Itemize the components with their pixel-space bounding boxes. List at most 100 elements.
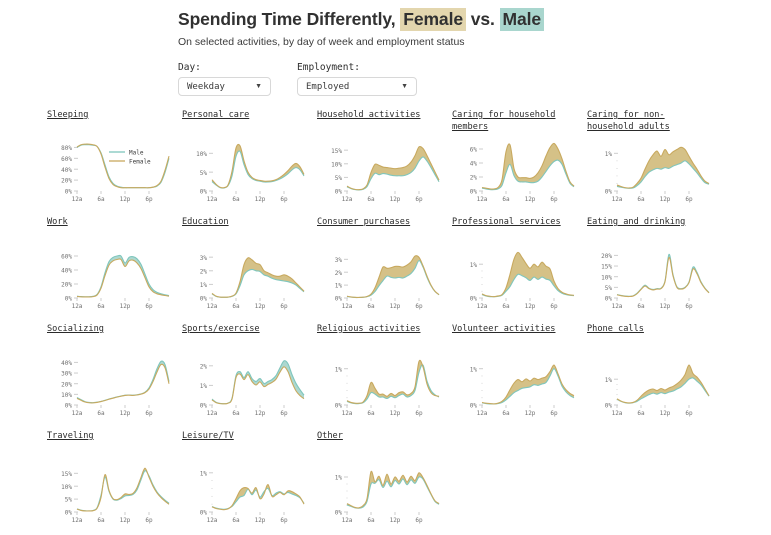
svg-text:12a: 12a	[207, 410, 218, 417]
svg-text:6p: 6p	[550, 410, 558, 417]
svg-text:6a: 6a	[502, 196, 510, 203]
svg-text:20%: 20%	[61, 381, 72, 388]
svg-text:12a: 12a	[207, 303, 218, 310]
svg-text:5%: 5%	[605, 285, 613, 292]
svg-text:6a: 6a	[502, 410, 510, 417]
svg-text:6a: 6a	[502, 303, 510, 310]
svg-text:12p: 12p	[660, 196, 671, 203]
svg-text:12p: 12p	[255, 303, 266, 310]
svg-text:80%: 80%	[61, 145, 72, 152]
chart-panel: Consumer purchases 0% 1% 2% 3% 12a 6a 12p 6p	[317, 217, 452, 324]
svg-text:12p: 12p	[390, 410, 401, 417]
svg-text:6p: 6p	[685, 410, 693, 417]
chart-panel-title: Sleeping	[47, 110, 89, 120]
svg-text:6p: 6p	[550, 303, 558, 310]
svg-text:6p: 6p	[415, 517, 423, 524]
svg-text:2%: 2%	[335, 270, 343, 277]
chart-panel-title: Consumer purchases	[317, 217, 411, 227]
svg-text:20%: 20%	[61, 282, 72, 289]
svg-text:12a: 12a	[612, 196, 623, 203]
svg-text:6p: 6p	[685, 303, 693, 310]
chart-panel: Caring for non-household adults 0% 1% 12a 6a…	[587, 110, 722, 217]
chart-plot-area: 0% 10% 20% 30% 40% 12a 6a 12p 6p	[47, 352, 175, 418]
svg-text:2%: 2%	[470, 175, 478, 182]
chart-panel: Caring for household members 0% 2% 4% 6% 12a 6…	[452, 110, 587, 217]
svg-text:30%: 30%	[61, 371, 72, 378]
chart-plot-area: 0% 5% 10% 12a 6a 12p 6p	[182, 138, 310, 204]
svg-text:Female: Female	[129, 158, 151, 165]
chart-panel-title: Socializing	[47, 324, 104, 334]
svg-text:12a: 12a	[72, 196, 83, 203]
small-multiples-grid: Sleeping 0% 20% 40% 60% 80% 12a 6a 12p 6p Male Fema…	[0, 110, 771, 535]
svg-text:6a: 6a	[232, 410, 240, 417]
day-select-value: Weekday	[187, 81, 225, 92]
svg-text:0%: 0%	[605, 189, 613, 196]
svg-text:10%: 10%	[61, 392, 72, 399]
svg-text:6%: 6%	[470, 147, 478, 154]
chart-panel-title: Education	[182, 217, 229, 227]
chart-plot-area: 0% 1% 12a 6a 12p 6p	[317, 352, 445, 418]
page-title-female-highlight: Female	[400, 8, 466, 31]
page-subtitle: On selected activities, by day of week a…	[178, 36, 465, 48]
chart-panel: Socializing 0% 10% 20% 30% 40% 12a 6a 12p 6p	[47, 324, 182, 431]
svg-text:0%: 0%	[470, 403, 478, 410]
svg-text:0%: 0%	[335, 403, 343, 410]
svg-text:6a: 6a	[637, 410, 645, 417]
chart-plot-area: 0% 5% 10% 15% 20% 12a 6a 12p 6p	[587, 245, 715, 311]
svg-text:60%: 60%	[61, 156, 72, 163]
chart-plot-area: 0% 1% 12a 6a 12p 6p	[182, 459, 310, 525]
employment-select[interactable]: Employed ▼	[297, 77, 417, 96]
chart-panel-title: Volunteer activities	[452, 324, 556, 334]
svg-text:0%: 0%	[335, 296, 343, 303]
chart-panel: Leisure/TV 0% 1% 12a 6a 12p 6p	[182, 431, 317, 535]
svg-text:12p: 12p	[255, 196, 266, 203]
chart-plot-area: 0% 5% 10% 15% 12a 6a 12p 6p	[47, 459, 175, 525]
svg-text:12p: 12p	[660, 410, 671, 417]
svg-text:6p: 6p	[145, 410, 153, 417]
svg-text:6a: 6a	[97, 517, 105, 524]
svg-text:6p: 6p	[685, 196, 693, 203]
chart-panel-title: Eating and drinking	[587, 217, 686, 227]
chart-panel-title: Religious activities	[317, 324, 421, 334]
chart-panel: Phone calls 0% 1% 12a 6a 12p 6p	[587, 324, 722, 431]
chart-panel: Education 0% 1% 2% 3% 12a 6a 12p 6p	[182, 217, 317, 324]
svg-text:12p: 12p	[525, 410, 536, 417]
svg-text:0%: 0%	[335, 189, 343, 196]
svg-text:3%: 3%	[200, 255, 208, 262]
svg-text:5%: 5%	[65, 497, 73, 504]
svg-text:12p: 12p	[255, 410, 266, 417]
svg-text:12a: 12a	[342, 410, 353, 417]
svg-text:12a: 12a	[477, 410, 488, 417]
svg-text:1%: 1%	[470, 262, 478, 269]
svg-text:6p: 6p	[280, 410, 288, 417]
svg-text:6p: 6p	[280, 303, 288, 310]
svg-text:12p: 12p	[255, 517, 266, 524]
chart-panel-title: Work	[47, 217, 68, 227]
svg-text:1%: 1%	[335, 366, 343, 373]
page-title-lead: Spending Time Differently,	[178, 9, 401, 29]
chart-panel-title: Caring for household members	[452, 110, 556, 132]
svg-text:6p: 6p	[145, 517, 153, 524]
svg-text:6p: 6p	[415, 303, 423, 310]
chart-panel: Sports/exercise 0% 1% 2% 12a 6a 12p 6p	[182, 324, 317, 431]
svg-text:12a: 12a	[72, 517, 83, 524]
day-select[interactable]: Weekday ▼	[178, 77, 271, 96]
svg-text:0%: 0%	[200, 510, 208, 517]
page-title: Spending Time Differently, Female vs. Ma…	[178, 8, 771, 31]
chart-panel: Work 0% 20% 40% 60% 12a 6a 12p 6p	[47, 217, 182, 324]
svg-text:6a: 6a	[97, 303, 105, 310]
svg-text:12a: 12a	[72, 410, 83, 417]
chart-plot-area: 0% 1% 2% 12a 6a 12p 6p	[182, 352, 310, 418]
svg-text:1%: 1%	[335, 475, 343, 482]
controls-bar: Day: Weekday ▼ Employment: Employed ▼	[178, 62, 771, 96]
svg-text:1%: 1%	[335, 283, 343, 290]
chart-panel-title: Household activities	[317, 110, 421, 120]
svg-text:6a: 6a	[232, 303, 240, 310]
svg-text:12p: 12p	[120, 196, 131, 203]
employment-select-value: Employed	[306, 81, 350, 92]
svg-text:12p: 12p	[390, 517, 401, 524]
chart-plot-area: 0% 1% 12a 6a 12p 6p	[587, 352, 715, 418]
svg-text:4%: 4%	[470, 161, 478, 168]
svg-text:0%: 0%	[335, 510, 343, 517]
chart-panel: Personal care 0% 5% 10% 12a 6a 12p 6p	[182, 110, 317, 217]
